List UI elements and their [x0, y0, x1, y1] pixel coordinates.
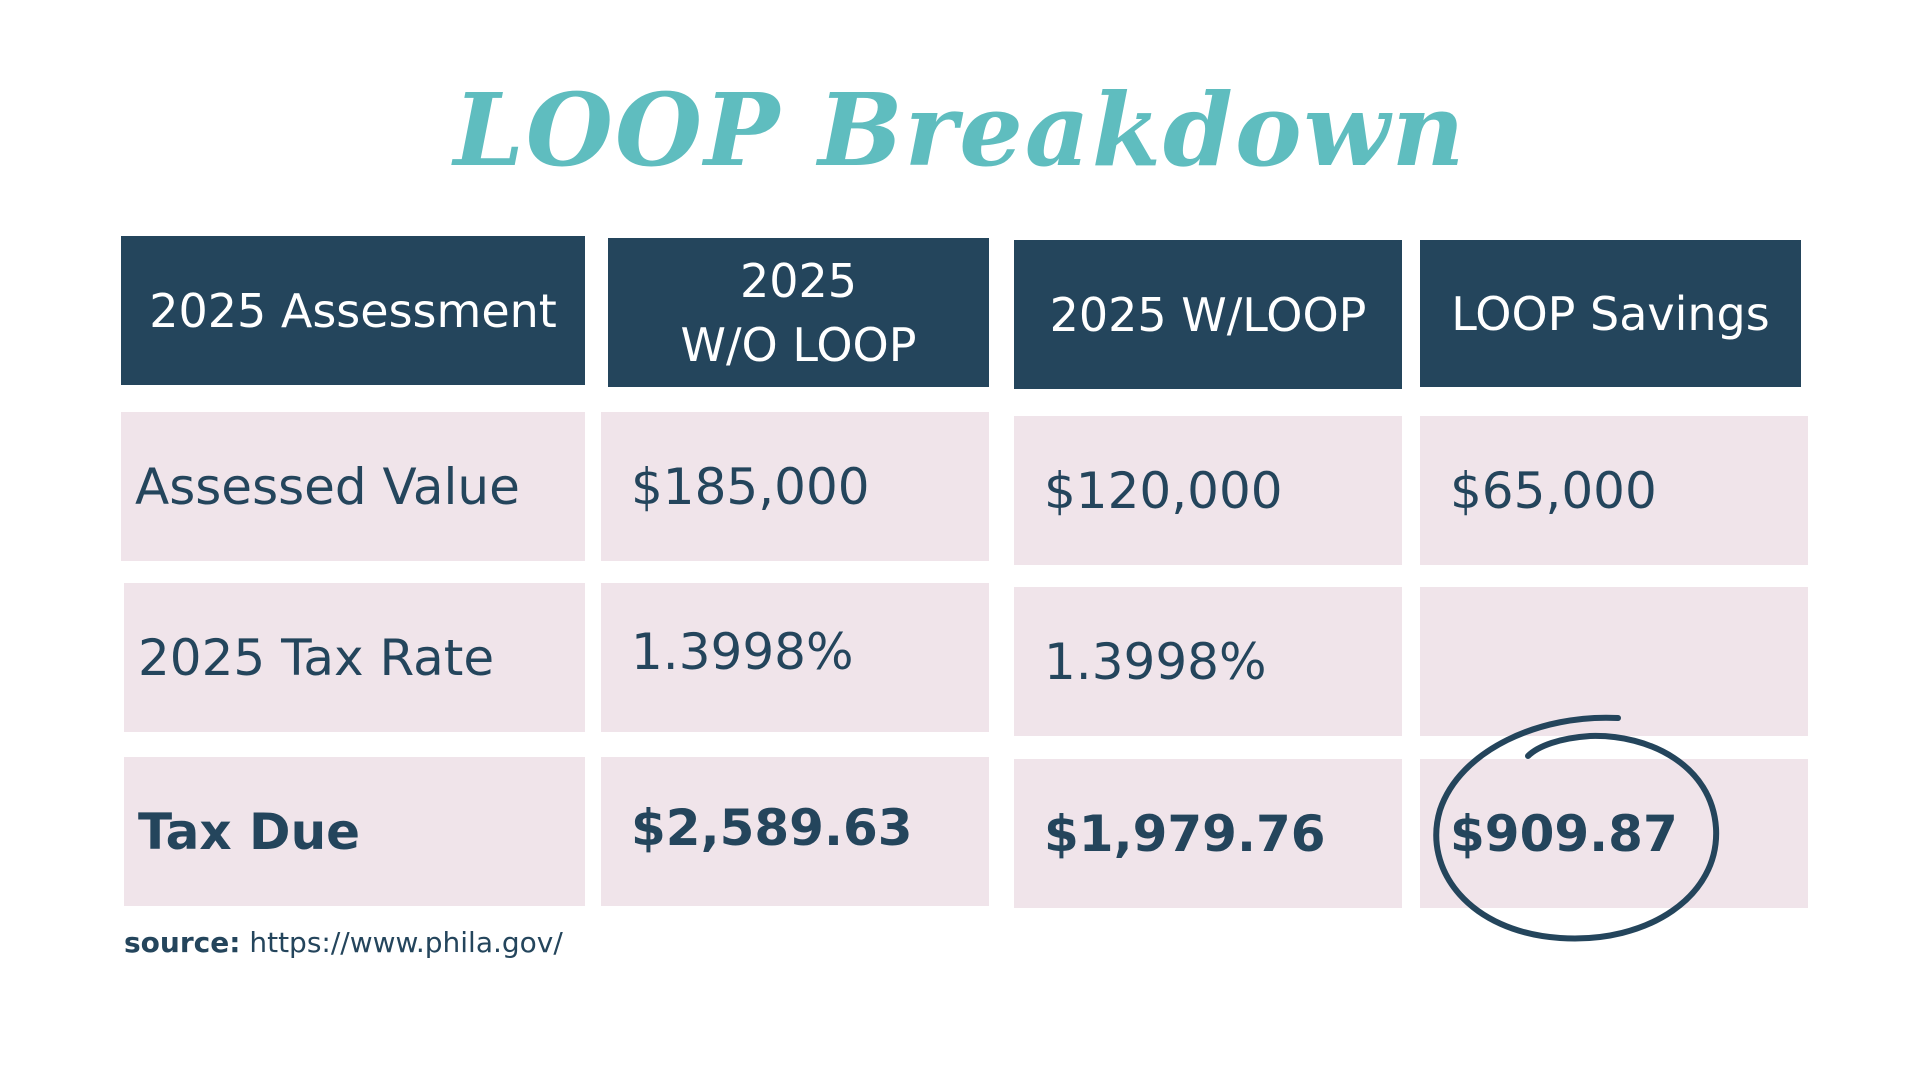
source-note: source: https://www.phila.gov/ — [124, 926, 563, 959]
row-assessed-value-with: $120,000 — [1014, 416, 1402, 565]
row-tax-due-with: $1,979.76 — [1014, 759, 1402, 908]
header-with-loop: 2025 W/LOOP — [1014, 240, 1402, 389]
source-label: source: — [124, 926, 241, 959]
row-assessed-value-without: $185,000 — [601, 412, 989, 561]
row-tax-rate-without: 1.3998% — [601, 583, 989, 732]
row-assessed-value-savings: $65,000 — [1420, 416, 1808, 565]
page-title: LOOP Breakdown — [453, 71, 1467, 189]
row-tax-rate-with: 1.3998% — [1014, 587, 1402, 736]
header-loop-savings-label: LOOP Savings — [1451, 286, 1770, 341]
row-tax-rate-savings — [1420, 587, 1808, 736]
header-without-loop-year: 2025 — [739, 253, 858, 308]
header-without-loop: 2025 W/O LOOP — [608, 238, 989, 387]
row-assessed-value-label: Assessed Value — [121, 412, 585, 561]
row-tax-due-without: $2,589.63 — [601, 757, 989, 906]
header-loop-savings: LOOP Savings — [1420, 240, 1801, 387]
header-without-loop-label: W/O LOOP — [680, 317, 917, 372]
header-assessment-label: 2025 Assessment — [149, 283, 557, 338]
source-link[interactable]: https://www.phila.gov/ — [249, 926, 563, 959]
row-tax-rate-label: 2025 Tax Rate — [124, 583, 585, 732]
header-assessment: 2025 Assessment — [121, 236, 585, 385]
row-tax-due-savings: $909.87 — [1420, 759, 1808, 908]
row-tax-due-label: Tax Due — [124, 757, 585, 906]
header-with-loop-label: 2025 W/LOOP — [1049, 287, 1367, 342]
